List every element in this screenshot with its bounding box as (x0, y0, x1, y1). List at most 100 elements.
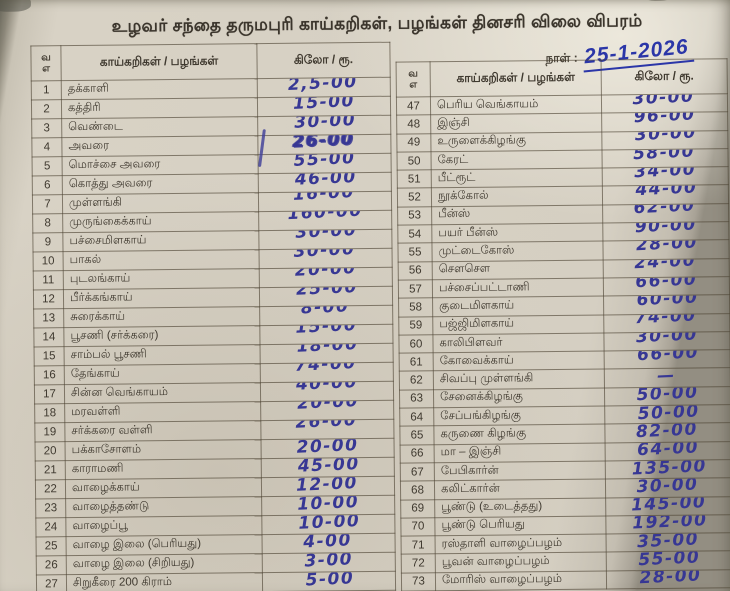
row-number: 19 (34, 422, 66, 442)
row-number: 60 (398, 334, 434, 354)
item-name: கொத்து அவரை (62, 173, 259, 195)
row-number: 66 (400, 444, 435, 464)
price-cell: 64-00 (605, 441, 730, 461)
price-cell: 20-00 (260, 400, 394, 421)
row-number: 58 (398, 298, 433, 317)
price-cell: 10-00 (261, 514, 395, 535)
item-name: புடலங்காய் (63, 268, 260, 290)
item-name: ரஸ்தாளி வாழைப்பழம் (435, 534, 607, 555)
price-cell: 28-00 (606, 569, 730, 590)
item-price-handwritten: 5-00 (305, 571, 355, 591)
price-cell: 30-00 (258, 229, 393, 250)
serial-header-line2: எ (409, 79, 418, 91)
price-cell: 66-00 (603, 276, 730, 297)
price-cell: 160-00 (258, 210, 392, 231)
item-price-handwritten: 145-00 (630, 496, 707, 516)
item-price-handwritten: 15-00 (294, 324, 358, 338)
price-cell: 20-00 (259, 267, 393, 288)
item-price-handwritten: 30-00 (636, 477, 699, 498)
table-row: 73 மோரிஸ் வாழைப்பழம் 28-00 (401, 569, 730, 591)
row-number: 27 (36, 574, 67, 591)
price-cell: 50-00 (604, 404, 730, 425)
item-name: வாழை இலை (சிறியது) (66, 553, 263, 575)
row-number: 13 (33, 308, 64, 328)
right-price-table: வ எ காய்கறிகள் / பழங்கள் கிலோ / ரூ. 47 பெரிய … (396, 58, 730, 591)
price-cell: 35-00 (606, 532, 730, 553)
price-cell: 44-00 (602, 185, 729, 205)
item-price-handwritten: 66-00 (634, 276, 698, 292)
row-number: 49 (396, 133, 431, 153)
item-price-handwritten: 44-00 (635, 185, 698, 201)
item-name: குடைமிளகாய் (432, 296, 604, 317)
item-name: மரவள்ளி (64, 401, 261, 423)
item-name: சிறுகீரை 200 கிராம் (66, 572, 263, 591)
price-cell: 30-00 (257, 115, 391, 136)
price-cell: 15-00 (259, 324, 394, 345)
serial-header-line1: வ (408, 68, 419, 80)
row-number: 64 (399, 407, 434, 427)
item-price-handwritten: 74-00 (634, 313, 698, 329)
row-number: 73 (401, 572, 436, 591)
item-name: பயர் பீன்ஸ் (431, 223, 603, 244)
item-price-handwritten: 50-00 (637, 404, 701, 424)
price-cell: 26-00 (260, 419, 394, 440)
price-cell: 74-00 (603, 313, 730, 333)
item-name: வாழைத்தண்டு (65, 496, 262, 518)
price-cell: 34-00 (602, 166, 729, 187)
price-cell: 40-00 (260, 381, 394, 402)
price-cell: 18-00 (260, 343, 394, 364)
item-column-header: காய்கறிகள் / பழங்கள் (60, 43, 258, 81)
row-number: 1 (31, 80, 62, 100)
item-name: மொச்சை அவரை (62, 154, 259, 176)
row-number: 25 (36, 536, 67, 556)
item-price-handwritten: 4-00 (302, 533, 353, 553)
row-number: 54 (397, 224, 432, 244)
item-price-handwritten: 135-00 (631, 459, 708, 480)
item-price-handwritten: 20-00 (296, 400, 360, 414)
item-price-handwritten: 26-00 (294, 419, 358, 433)
item-price-handwritten: 15-00 (292, 96, 356, 114)
row-number: 20 (35, 441, 66, 461)
price-cell: 2,5-00 (257, 77, 391, 98)
price-cell: 16-00 (258, 191, 392, 212)
item-name: சேனைக்கிழங்கு (433, 387, 605, 408)
row-number: 65 (399, 426, 435, 445)
row-number: 3 (31, 118, 62, 138)
item-price-handwritten: 64-00 (636, 441, 700, 461)
item-price-handwritten: 60-00 (636, 294, 699, 311)
price-cell: 12-00 (261, 476, 395, 497)
table-header-row: வ எ காய்கறிகள் / பழங்கள் கிலோ / ரூ. (396, 58, 728, 98)
item-price-handwritten: 20-00 (296, 438, 359, 458)
item-name: பீட்ரூட் (431, 168, 603, 189)
item-name: உருளைக்கிழங்கு (430, 131, 602, 152)
price-cell: 24-00 (603, 258, 730, 278)
item-price-handwritten: 45-00 (297, 457, 361, 477)
row-number: 61 (399, 352, 434, 372)
price-cell: 26-00 (257, 134, 392, 155)
price-cell: 66-00 (604, 349, 730, 370)
row-number: 7 (32, 194, 63, 214)
row-number: 8 (32, 213, 63, 233)
serial-header-line2: எ (42, 63, 51, 75)
item-price-handwritten: 3-00 (304, 552, 354, 572)
row-number: 48 (396, 115, 431, 134)
item-name: வெண்டை (61, 116, 258, 138)
item-name: அவரை (61, 135, 259, 157)
price-column-header: கிலோ / ரூ. (601, 58, 728, 96)
item-name: பச்சைமிளகாய் (62, 230, 260, 252)
item-name: கேரட் (430, 149, 603, 170)
row-number: 52 (397, 188, 432, 207)
scan-smudge-top-center (644, 0, 671, 2)
item-name: சர்க்கரை வள்ளி (64, 420, 262, 442)
item-price-handwritten: 30-00 (635, 331, 699, 347)
price-cell: 145-00 (605, 496, 730, 516)
item-name: செளசெள (432, 259, 604, 280)
item-name: மோரிஸ் வாழைப்பழம் (435, 570, 607, 591)
price-cell: 55-00 (258, 153, 392, 174)
price-cell: 10-00 (261, 495, 395, 516)
item-name: பெரிய வெங்காயம் (430, 95, 602, 116)
item-name: நூக்கோல் (431, 186, 603, 207)
item-name: பீர்க்கங்காய் (63, 287, 260, 309)
price-column-header: கிலோ / ரூ. (256, 42, 391, 79)
